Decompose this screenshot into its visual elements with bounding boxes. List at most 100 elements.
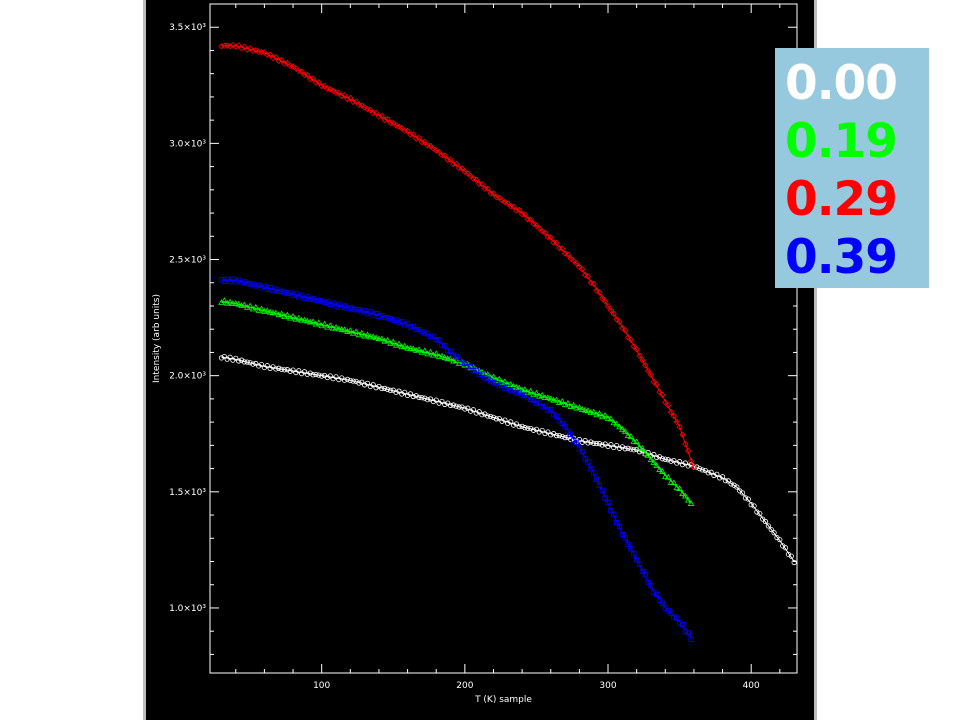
data-point — [670, 479, 678, 486]
data-point — [599, 413, 606, 420]
data-point — [553, 433, 560, 439]
data-point — [547, 234, 554, 241]
data-point — [699, 467, 706, 473]
data-point — [284, 290, 290, 296]
data-point — [247, 281, 253, 287]
data-point — [459, 359, 465, 365]
data-point — [614, 520, 620, 526]
data-point — [415, 134, 423, 142]
data-point — [634, 557, 640, 563]
data-point — [754, 509, 760, 515]
data-point — [442, 343, 448, 349]
data-point — [561, 401, 569, 408]
data-point — [304, 71, 311, 79]
data-point — [682, 441, 689, 448]
series-line — [221, 45, 695, 469]
data-point — [450, 402, 456, 408]
data-point — [390, 317, 396, 323]
data-point — [473, 176, 480, 184]
legend: 0.00 0.19 0.29 0.39 — [775, 48, 929, 288]
data-point — [685, 463, 691, 469]
data-point — [249, 305, 257, 312]
data-point — [396, 388, 402, 394]
data-point — [591, 440, 597, 446]
data-point — [235, 42, 242, 49]
data-point — [238, 280, 245, 286]
data-point — [648, 453, 654, 459]
data-point — [350, 98, 357, 106]
data-point — [376, 313, 382, 319]
data-point — [495, 375, 503, 382]
data-point — [335, 325, 343, 332]
data-point — [453, 403, 459, 409]
data-point — [344, 376, 351, 382]
data-point — [321, 299, 328, 306]
data-point — [313, 297, 319, 303]
series-line — [221, 300, 692, 504]
data-point — [590, 280, 597, 288]
x-tick-label: 200 — [456, 681, 473, 691]
data-point — [510, 203, 517, 210]
data-point — [404, 392, 411, 399]
data-point — [522, 425, 528, 431]
data-point — [521, 386, 529, 393]
data-point — [424, 350, 431, 357]
data-point — [533, 389, 540, 396]
data-point — [267, 365, 273, 372]
data-point — [527, 216, 534, 224]
data-point — [227, 354, 233, 360]
x-axis-label: T (K) sample — [474, 695, 532, 705]
data-point — [364, 331, 371, 338]
data-point — [519, 423, 525, 429]
data-point — [395, 340, 403, 347]
data-point — [656, 597, 663, 603]
data-point — [685, 630, 691, 636]
data-point — [430, 398, 436, 405]
data-point — [296, 368, 302, 374]
data-point — [516, 423, 522, 430]
data-point — [339, 304, 345, 310]
data-point — [361, 104, 368, 111]
data-point — [673, 484, 681, 491]
data-point — [332, 89, 340, 97]
data-point — [508, 419, 514, 425]
data-point — [619, 425, 626, 432]
data-point — [301, 71, 308, 79]
data-point — [631, 447, 637, 453]
data-point — [249, 47, 257, 54]
legend-entry-0-19: 0.19 — [785, 114, 898, 169]
data-point — [218, 277, 225, 283]
data-point — [465, 364, 471, 370]
data-point — [367, 309, 373, 315]
data-point — [608, 442, 614, 448]
data-point — [676, 423, 683, 431]
data-point — [450, 352, 456, 358]
data-point — [639, 568, 645, 574]
data-point — [341, 92, 348, 99]
data-point — [644, 451, 652, 458]
data-point — [485, 413, 491, 419]
data-point — [321, 320, 328, 327]
data-point — [455, 359, 463, 366]
data-point — [599, 488, 605, 494]
data-point — [496, 382, 502, 389]
data-point — [501, 378, 509, 385]
data-point — [407, 345, 414, 351]
data-point — [542, 403, 548, 409]
data-point — [633, 346, 640, 353]
data-point — [584, 273, 592, 280]
data-point — [442, 401, 448, 407]
data-point — [418, 348, 426, 355]
data-point — [278, 310, 285, 317]
data-point — [650, 459, 658, 465]
data-point — [286, 314, 294, 321]
data-point — [441, 354, 449, 361]
data-point — [425, 397, 431, 403]
data-point — [588, 466, 594, 472]
data-point — [378, 335, 386, 342]
data-point — [553, 413, 560, 419]
data-point — [542, 430, 548, 437]
data-point — [742, 495, 749, 501]
data-point — [244, 46, 251, 53]
data-point — [777, 537, 783, 543]
